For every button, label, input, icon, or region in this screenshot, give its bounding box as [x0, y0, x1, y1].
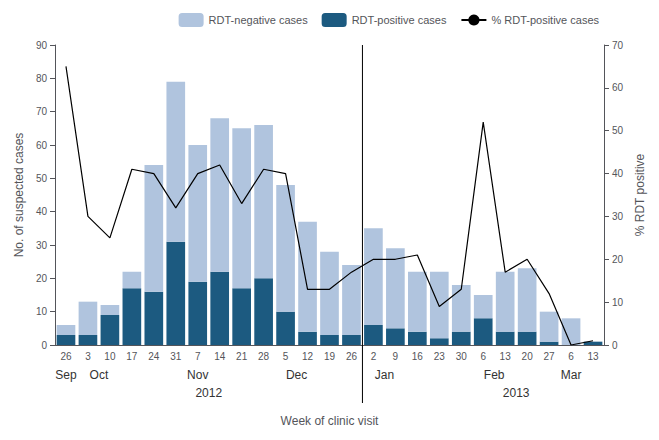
svg-text:40: 40	[36, 206, 48, 217]
svg-text:10: 10	[612, 297, 624, 308]
svg-text:6: 6	[568, 351, 574, 362]
svg-text:0: 0	[612, 340, 618, 351]
svg-text:Sep: Sep	[55, 368, 77, 382]
svg-text:% RDT-positive cases: % RDT-positive cases	[491, 14, 599, 26]
svg-text:No. of suspected cases: No. of suspected cases	[12, 133, 26, 258]
svg-text:2: 2	[371, 351, 377, 362]
svg-text:50: 50	[36, 173, 48, 184]
svg-text:27: 27	[544, 351, 556, 362]
svg-text:31: 31	[170, 351, 182, 362]
svg-text:9: 9	[393, 351, 399, 362]
svg-text:16: 16	[412, 351, 424, 362]
svg-text:7: 7	[195, 351, 201, 362]
svg-text:Week of clinic visit: Week of clinic visit	[281, 414, 379, 428]
svg-text:13: 13	[587, 351, 599, 362]
svg-text:90: 90	[36, 40, 48, 51]
svg-text:Mar: Mar	[561, 368, 582, 382]
svg-text:26: 26	[346, 351, 358, 362]
svg-text:40: 40	[612, 168, 624, 179]
svg-text:14: 14	[214, 351, 226, 362]
svg-text:20: 20	[522, 351, 534, 362]
svg-text:2012: 2012	[195, 386, 222, 400]
svg-text:0: 0	[41, 340, 47, 351]
svg-text:30: 30	[36, 240, 48, 251]
svg-text:20: 20	[612, 254, 624, 265]
svg-text:70: 70	[612, 40, 624, 51]
svg-text:RDT-positive cases: RDT-positive cases	[352, 14, 447, 26]
svg-text:RDT-negative cases: RDT-negative cases	[209, 14, 309, 26]
svg-text:Feb: Feb	[484, 368, 505, 382]
svg-text:13: 13	[500, 351, 512, 362]
svg-text:80: 80	[36, 73, 48, 84]
svg-text:10: 10	[36, 306, 48, 317]
svg-text:30: 30	[456, 351, 468, 362]
svg-text:% RDT positive: % RDT positive	[633, 153, 647, 236]
svg-text:Dec: Dec	[286, 368, 307, 382]
svg-text:50: 50	[612, 125, 624, 136]
svg-text:30: 30	[612, 211, 624, 222]
svg-text:21: 21	[236, 351, 248, 362]
svg-text:17: 17	[126, 351, 138, 362]
svg-text:26: 26	[60, 351, 72, 362]
svg-text:60: 60	[612, 82, 624, 93]
svg-text:20: 20	[36, 273, 48, 284]
svg-text:2013: 2013	[503, 386, 530, 400]
svg-text:60: 60	[36, 140, 48, 151]
svg-text:24: 24	[148, 351, 160, 362]
svg-text:23: 23	[434, 351, 446, 362]
svg-text:5: 5	[283, 351, 289, 362]
svg-text:12: 12	[302, 351, 314, 362]
svg-text:Jan: Jan	[375, 368, 394, 382]
svg-text:19: 19	[324, 351, 336, 362]
svg-text:3: 3	[85, 351, 91, 362]
svg-text:10: 10	[104, 351, 116, 362]
svg-text:70: 70	[36, 106, 48, 117]
svg-text:Oct: Oct	[90, 368, 109, 382]
svg-text:Nov: Nov	[187, 368, 208, 382]
svg-text:28: 28	[258, 351, 270, 362]
svg-text:6: 6	[480, 351, 486, 362]
